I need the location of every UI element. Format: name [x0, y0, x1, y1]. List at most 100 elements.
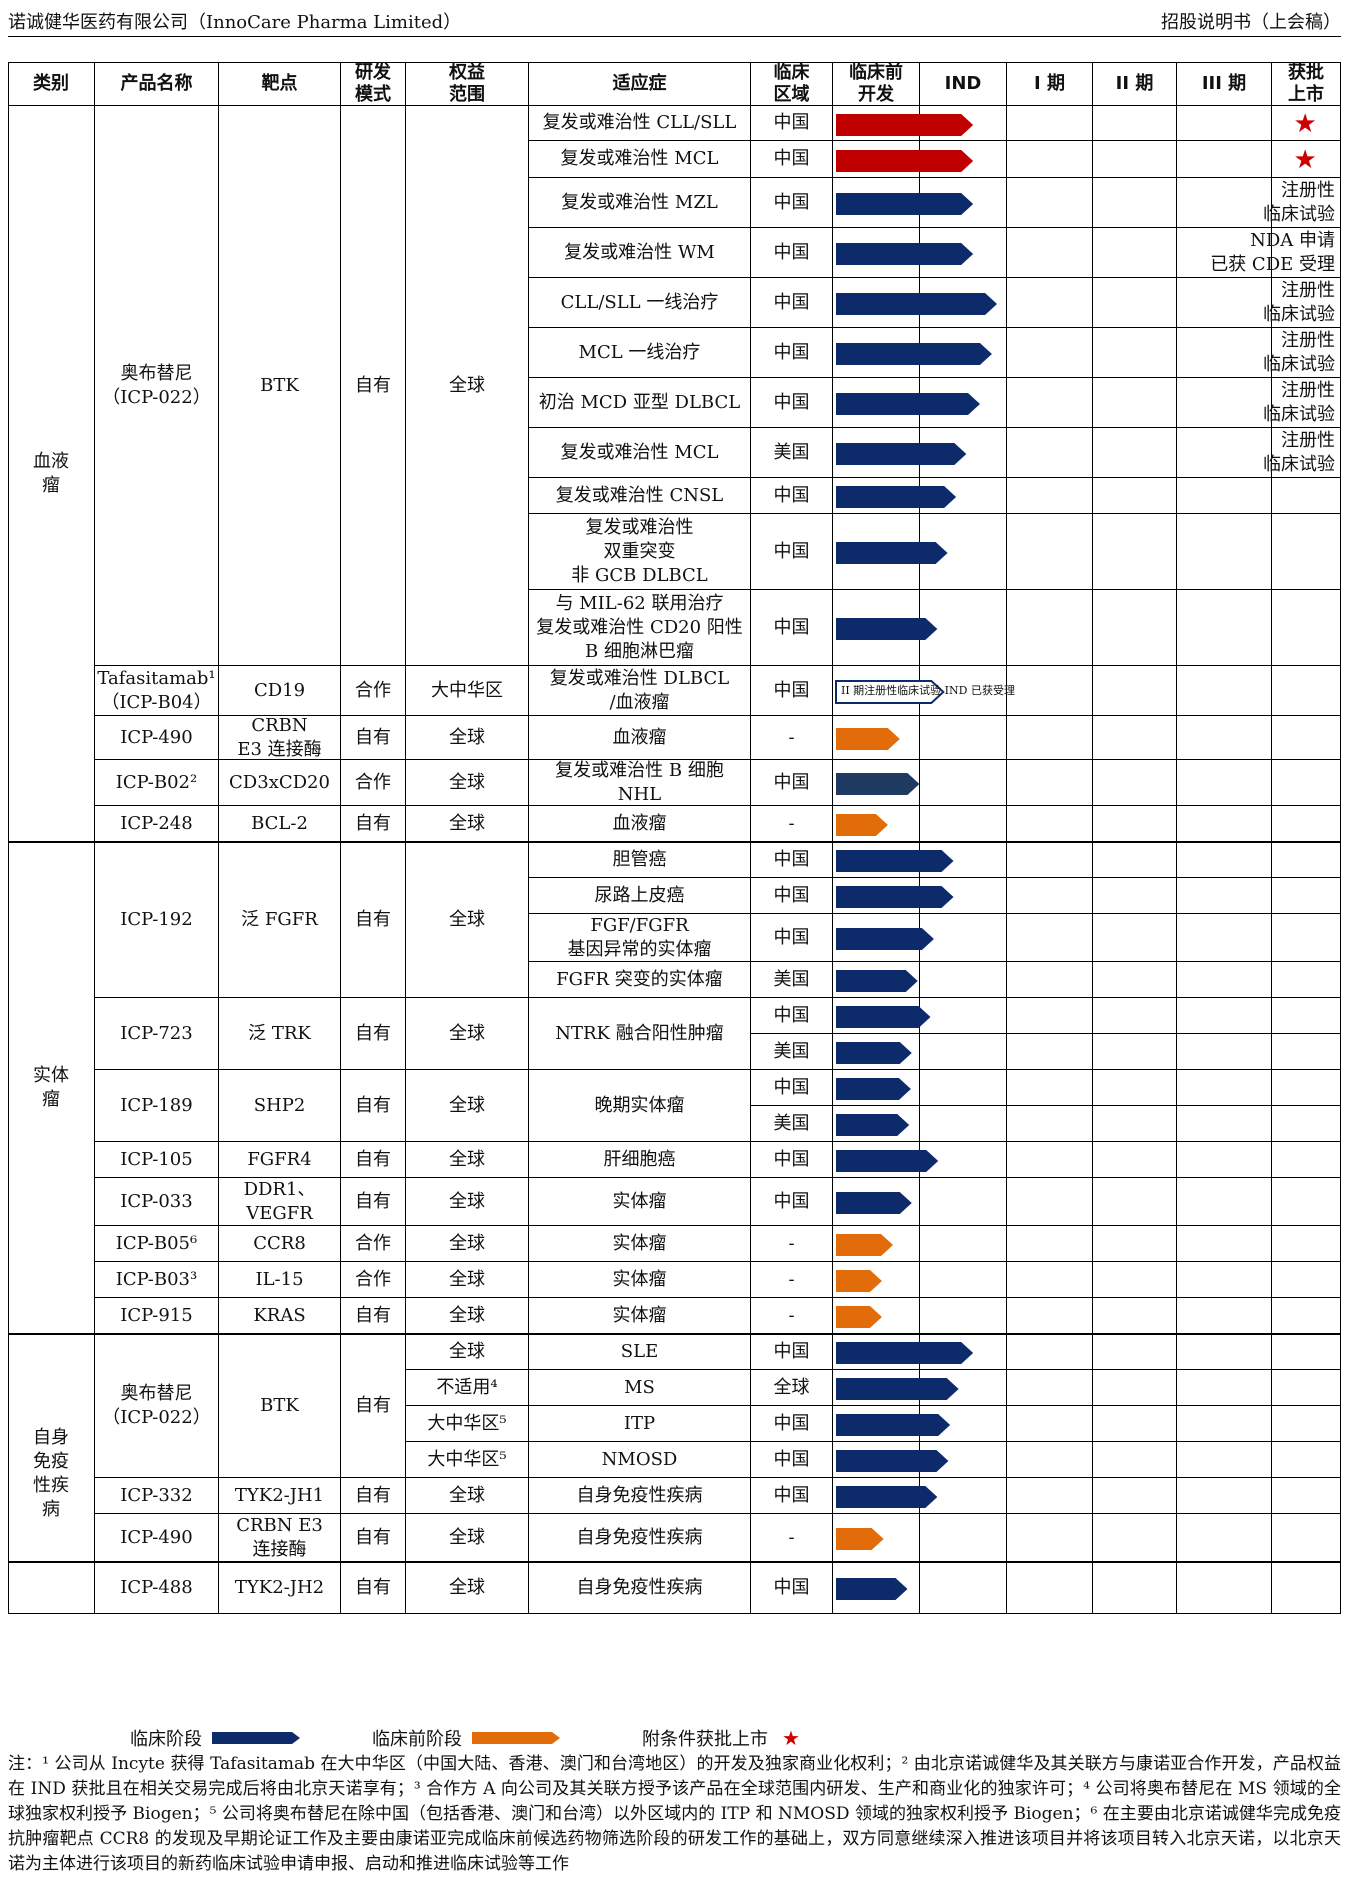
stage-grid-cell	[920, 1334, 1007, 1370]
stage-grid-cell	[920, 1442, 1007, 1478]
region-cell: -	[751, 1514, 833, 1562]
indication-cell: FGFR 突变的实体瘤	[529, 962, 751, 998]
stage-grid-cell	[833, 962, 920, 998]
progress-arrow-clinical	[836, 343, 992, 365]
target-cell: FGFR4	[219, 1142, 341, 1178]
stage-grid-cell	[1272, 590, 1341, 666]
stage-grid-cell	[1272, 878, 1341, 914]
indication-cell: 自身免疫性疾病	[529, 1514, 751, 1562]
legend-preclinical-label: 临床前阶段	[372, 1729, 462, 1750]
dev-mode-cell: 自有	[341, 1514, 406, 1562]
progress-arrow-clinical	[836, 1486, 938, 1508]
stage-grid-cell	[1272, 806, 1341, 842]
approved-star-icon: ★	[1293, 108, 1317, 139]
stage-grid-cell	[1272, 106, 1341, 141]
target-cell: SHP2	[219, 1070, 341, 1142]
stage-grid-cell	[1177, 328, 1272, 378]
region-cell: 中国	[751, 278, 833, 328]
rights-scope-cell: 不适用⁴	[406, 1370, 529, 1406]
stage-grid-cell	[1093, 1562, 1177, 1614]
stage-grid-cell	[1007, 514, 1093, 590]
stage-grid-cell	[1177, 178, 1272, 228]
product-name-cell: ICP-B05⁶	[95, 1226, 219, 1262]
progress-arrow-partner	[836, 773, 920, 795]
stage-grid-cell	[1272, 998, 1341, 1034]
indication-cell: 复发或难治性 B 细胞 NHL	[529, 760, 751, 806]
legend-star-icon: ★	[782, 1726, 800, 1750]
product-name-cell: ICP-033	[95, 1178, 219, 1226]
legend: 临床阶段 临床前阶段 附条件获批上市 ★	[130, 1725, 800, 1751]
stage-grid-cell	[1007, 962, 1093, 998]
stage-grid-cell	[1272, 666, 1341, 716]
indication-cell: 复发或难治性 CLL/SLL	[529, 106, 751, 141]
region-cell: 中国	[751, 1442, 833, 1478]
stage-grid-cell	[920, 478, 1007, 514]
stage-grid-cell	[920, 228, 1007, 278]
progress-arrow-clinical	[836, 1414, 951, 1436]
stage-grid-cell	[1093, 760, 1177, 806]
stage-grid-cell	[920, 1034, 1007, 1070]
stage-grid-cell	[1007, 478, 1093, 514]
dev-mode-cell: 自有	[341, 106, 406, 666]
region-cell: 中国	[751, 1178, 833, 1226]
legend-clinical-label: 临床阶段	[130, 1729, 202, 1750]
region-cell: 中国	[751, 141, 833, 178]
indication-cell: 复发或难治性 MCL	[529, 141, 751, 178]
indication-cell: MS	[529, 1370, 751, 1406]
stage-grid-cell	[833, 760, 920, 806]
stage-grid-cell	[1007, 1370, 1093, 1406]
progress-arrow-clinical	[836, 886, 954, 908]
product-name-cell: ICP-B03³	[95, 1262, 219, 1298]
table-frame	[8, 62, 1341, 1614]
stage-grid-cell	[1272, 914, 1341, 962]
progress-arrow-preclinical	[836, 1270, 882, 1292]
stage-grid-cell	[920, 760, 1007, 806]
outline-arrow-label: II 期注册性临床试验 IND 已获受理	[841, 684, 1015, 697]
indication-cell: 复发或难治性 WM	[529, 228, 751, 278]
category-cell: 血液 瘤	[8, 106, 95, 842]
stage-grid-cell	[1093, 378, 1177, 428]
stage-grid-cell	[920, 842, 1007, 878]
stage-grid-cell	[1007, 1334, 1093, 1370]
stage-grid-cell	[1177, 806, 1272, 842]
dev-mode-cell: 自有	[341, 1562, 406, 1614]
stage-grid-cell	[1272, 1106, 1341, 1142]
stage-grid-cell	[1093, 1262, 1177, 1298]
progress-arrow-clinical	[836, 850, 954, 872]
stage-grid-cell	[920, 106, 1007, 141]
column-header: 权益 范围	[406, 62, 529, 106]
target-cell: DDR1、 VEGFR	[219, 1178, 341, 1226]
stage-grid-cell	[1007, 278, 1093, 328]
stage-grid-cell	[1007, 1406, 1093, 1442]
indication-cell: 初治 MCD 亚型 DLBCL	[529, 378, 751, 428]
rights-scope-cell: 全球	[406, 1562, 529, 1614]
stage-grid-cell	[1272, 1442, 1341, 1478]
progress-arrow-clinical	[836, 1192, 912, 1214]
stage-grid-cell	[1177, 914, 1272, 962]
indication-cell: MCL 一线治疗	[529, 328, 751, 378]
stage-grid-cell	[920, 514, 1007, 590]
target-cell: TYK2-JH1	[219, 1478, 341, 1514]
stage-grid-cell	[1093, 1370, 1177, 1406]
stage-grid-cell	[1007, 1562, 1093, 1614]
column-header: II 期	[1093, 62, 1177, 106]
stage-grid-cell	[1093, 590, 1177, 666]
column-header: 产品名称	[95, 62, 219, 106]
stage-grid-cell	[920, 428, 1007, 478]
rights-scope-cell: 全球	[406, 1298, 529, 1334]
stage-grid-cell	[1272, 1034, 1341, 1070]
dev-mode-cell: 自有	[341, 1334, 406, 1478]
dev-mode-cell: 合作	[341, 760, 406, 806]
column-header: I 期	[1007, 62, 1093, 106]
region-cell: 中国	[751, 1478, 833, 1514]
product-name-cell: ICP-488	[95, 1562, 219, 1614]
stage-grid-cell	[1007, 1442, 1093, 1478]
stage-grid-cell	[1007, 428, 1093, 478]
pipeline-table: 类别 产品名称 靶点 研发 模式 权益 范围 适应症 临床 区域 临床前 开发 IND I 期 II…	[8, 62, 1341, 1614]
stage-grid-cell	[1177, 1070, 1272, 1106]
stage-grid-cell	[1177, 1442, 1272, 1478]
stage-grid-cell	[833, 1262, 920, 1298]
stage-grid-cell	[1272, 1178, 1341, 1226]
legend-preclinical-arrow	[472, 1732, 560, 1744]
rights-scope-cell: 全球	[406, 1142, 529, 1178]
